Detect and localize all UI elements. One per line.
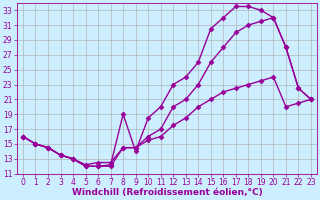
X-axis label: Windchill (Refroidissement éolien,°C): Windchill (Refroidissement éolien,°C) — [72, 188, 262, 197]
